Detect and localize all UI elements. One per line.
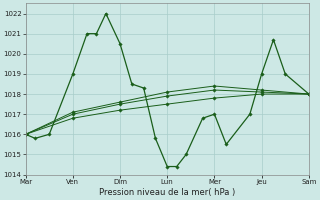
X-axis label: Pression niveau de la mer( hPa ): Pression niveau de la mer( hPa ) — [99, 188, 236, 197]
